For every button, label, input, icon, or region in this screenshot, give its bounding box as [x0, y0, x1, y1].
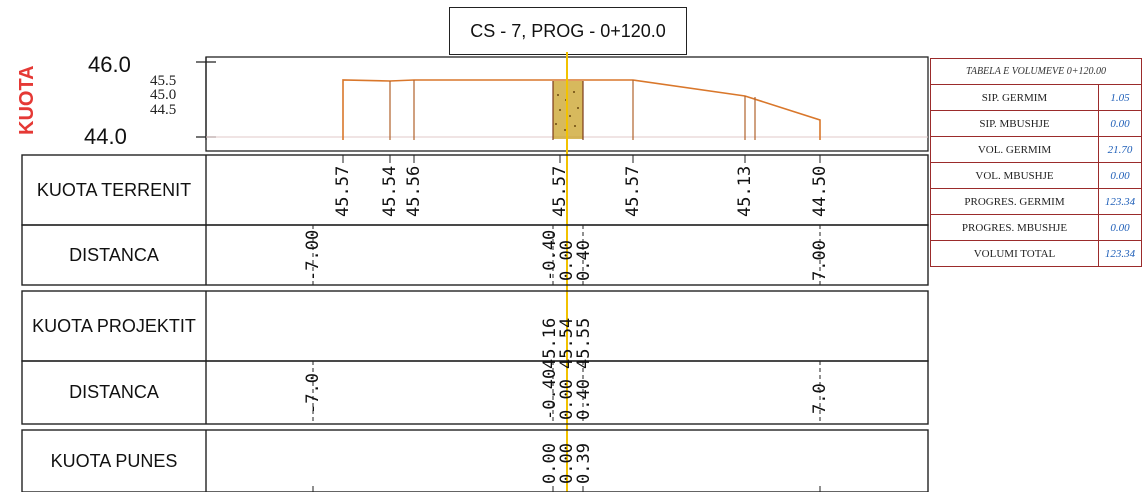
volume-table: TABELA E VOLUMEVE 0+120.00 SIP. GERMIM 1… — [930, 58, 1142, 267]
volume-row: SIP. MBUSHJE 0.00 — [930, 110, 1142, 137]
volume-row-value: 1.05 — [1098, 84, 1142, 111]
y-minor-tick: 45.5 — [150, 73, 177, 89]
row-title-kuota-terrenit: KUOTA TERRENIT — [36, 179, 192, 200]
terrain-value: 45.57 — [550, 165, 570, 217]
volume-row: VOL. MBUSHJE 0.00 — [930, 162, 1142, 189]
volume-table-header-row: TABELA E VOLUMEVE 0+120.00 — [930, 58, 1142, 85]
volume-row-name: VOL. GERMIM — [930, 136, 1099, 163]
terrain-value: 45.56 — [404, 165, 424, 217]
volume-row-name: SIP. MBUSHJE — [930, 110, 1099, 137]
volume-row-name: VOLUMI TOTAL — [930, 240, 1099, 267]
row-title-distanca: DISTANCA — [69, 244, 159, 265]
terrain-profile — [342, 79, 821, 140]
data-grid — [21, 154, 929, 492]
row-title-kuota-punes: KUOTA PUNES — [50, 450, 178, 471]
distance-value: 0.40 — [574, 379, 594, 420]
volume-row: SIP. GERMIM 1.05 — [930, 84, 1142, 111]
terrain-value: 45.13 — [735, 165, 755, 217]
volume-table-header: TABELA E VOLUMEVE 0+120.00 — [930, 58, 1142, 85]
distance-value: 7.0 — [810, 383, 830, 414]
volume-row-name: PROGRES. GERMIM — [930, 188, 1099, 215]
project-value: 45.55 — [574, 317, 594, 369]
volume-row: VOL. GERMIM 21.70 — [930, 136, 1142, 163]
volume-row-value: 0.00 — [1098, 214, 1142, 241]
terrain-value: 44.50 — [810, 165, 830, 217]
volume-row-name: SIP. GERMIM — [930, 84, 1099, 111]
distance-value: 0.40 — [574, 240, 594, 281]
volume-row-name: VOL. MBUSHJE — [930, 162, 1099, 189]
terrain-value: 45.57 — [623, 165, 643, 217]
volume-row-value: 123.34 — [1098, 240, 1142, 267]
row-title-distanca-2: DISTANCA — [69, 382, 159, 402]
work-value: 0.39 — [574, 443, 594, 484]
terrain-value: 45.54 — [380, 165, 400, 217]
y-minor-tick: 44.5 — [150, 102, 177, 118]
distance-value: 7.00 — [810, 240, 830, 281]
volume-row-value: 21.70 — [1098, 136, 1142, 163]
distance-value: -7.0 — [303, 373, 323, 414]
section-title-box: CS - 7, PROG - 0+120.0 — [449, 7, 687, 55]
row-ticks — [312, 155, 821, 492]
volume-row-value: 0.00 — [1098, 110, 1142, 137]
y-minor-tick: 45.0 — [150, 87, 177, 103]
volume-row: PROGRES. GERMIM 123.34 — [930, 188, 1142, 215]
volume-row-value: 123.34 — [1098, 188, 1142, 215]
y-bottom-value: 44.0 — [84, 124, 127, 149]
volume-row-value: 0.00 — [1098, 162, 1142, 189]
terrain-verticals — [389, 80, 756, 140]
y-top-value: 46.0 — [88, 52, 131, 77]
kuota-axis-label: KUOTA — [16, 65, 38, 135]
volume-row: VOLUMI TOTAL 123.34 — [930, 240, 1142, 267]
terrain-value: 45.57 — [333, 165, 353, 217]
distance-value: -7.00 — [303, 229, 323, 281]
volume-row-name: PROGRES. MBUSHJE — [930, 214, 1099, 241]
volume-row: PROGRES. MBUSHJE 0.00 — [930, 214, 1142, 241]
section-title: CS - 7, PROG - 0+120.0 — [470, 20, 666, 41]
row-title-kuota-projektit: KUOTA PROJEKTIT — [32, 315, 196, 336]
